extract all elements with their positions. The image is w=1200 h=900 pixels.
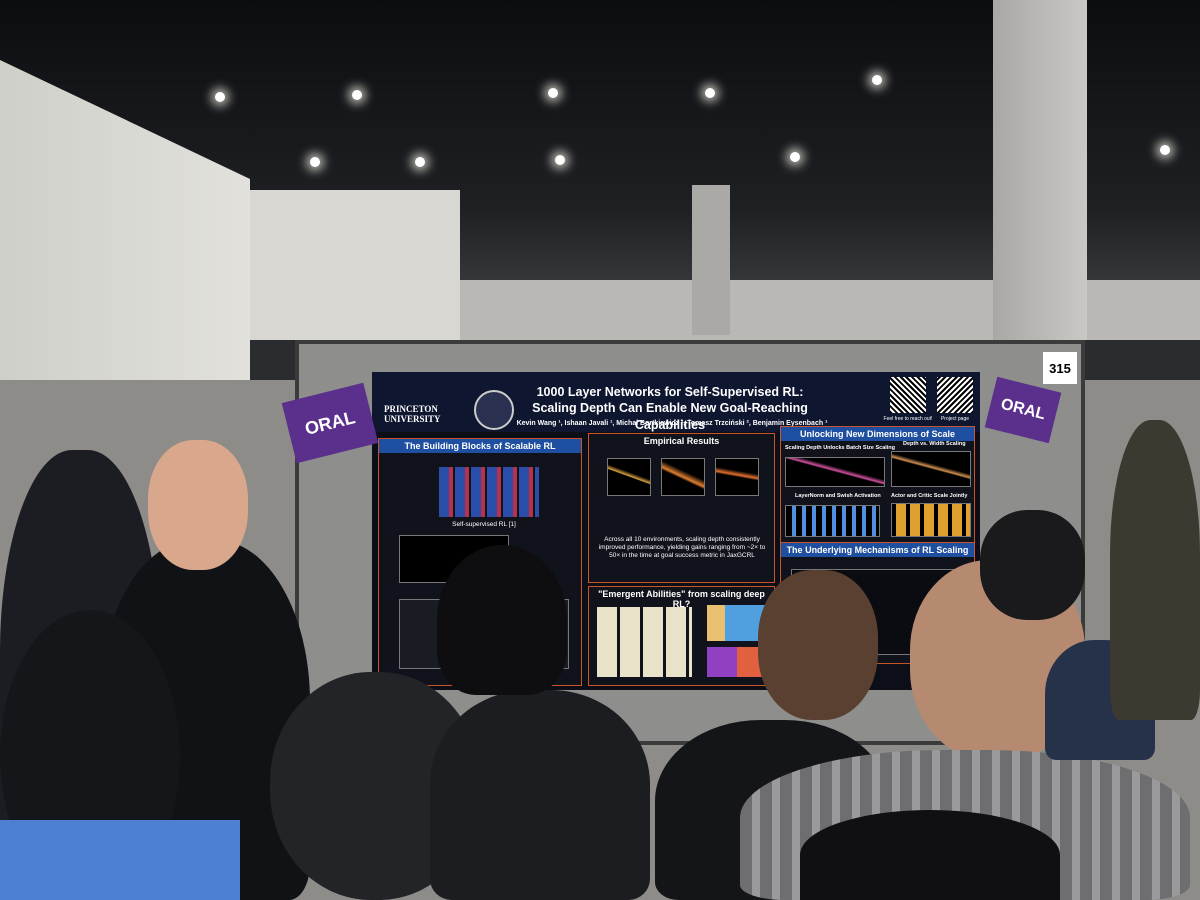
figure [707, 647, 767, 677]
section: Unlocking New Dimensions of Scale Scalin… [780, 426, 975, 548]
person-shirt [0, 820, 240, 900]
cap-hat [437, 545, 567, 695]
ceiling-light [310, 157, 320, 167]
subheading: Actor and Critic Scale Jointly [891, 493, 968, 499]
subheading: Scaling Depth Unlocks Batch Size Scaling [785, 445, 896, 451]
qr-code [937, 377, 973, 413]
person-head [980, 510, 1085, 620]
plot [891, 503, 971, 537]
ceiling-light [415, 157, 425, 167]
subheading: LayerNorm and Swish Activation [795, 493, 881, 499]
figure [597, 607, 692, 677]
plot [891, 451, 971, 487]
ceiling-light [352, 90, 362, 100]
section: "Emergent Abilities" from scaling deep R… [588, 586, 775, 686]
plot [661, 458, 705, 496]
qr-label: Feel free to reach out! [883, 416, 933, 422]
pillar [692, 185, 730, 335]
qr-label: Project page [940, 416, 970, 422]
diagram [439, 467, 539, 517]
board-number: 315 [1043, 352, 1077, 384]
ceiling-light [555, 155, 565, 165]
plot [785, 457, 885, 487]
back-wall [460, 280, 1200, 340]
seal [474, 390, 514, 430]
person-face [148, 440, 248, 570]
pillar [993, 0, 1087, 340]
section: Empirical Results Across all 10 environm… [588, 433, 775, 583]
section-caption: Across all 10 environments, scaling dept… [598, 536, 766, 560]
plot [607, 458, 651, 496]
ceiling-light [705, 88, 715, 98]
person-head [800, 810, 1060, 900]
section-heading: The Building Blocks of Scalable RL [379, 439, 581, 453]
person-head [758, 570, 878, 720]
ceiling-light [790, 152, 800, 162]
section-heading: Empirical Results [589, 434, 774, 448]
wall [250, 190, 460, 340]
ceiling-light [1160, 145, 1170, 155]
person [430, 690, 650, 900]
plot [715, 458, 759, 496]
section-heading: Unlocking New Dimensions of Scale [781, 427, 974, 441]
qr-code [890, 377, 926, 413]
section-caption: Self-supervised RL [1] [452, 521, 516, 528]
ceiling-light [215, 92, 225, 102]
section-heading: The Underlying Mechanisms of RL Scaling [781, 543, 974, 557]
plot [785, 505, 880, 537]
university: PRINCETON UNIVERSITY [384, 404, 441, 424]
ceiling-light [872, 75, 882, 85]
person [1110, 420, 1200, 720]
subheading: Depth vs. Width Scaling [903, 441, 966, 447]
poster-title: 1000 Layer Networks for Self-Supervised … [532, 385, 808, 432]
title-bar [372, 372, 980, 432]
authors: Kevin Wang ¹, Ishaan Javali ¹, Michał Bo… [516, 420, 828, 427]
ceiling-light [548, 88, 558, 98]
figure [707, 605, 767, 641]
